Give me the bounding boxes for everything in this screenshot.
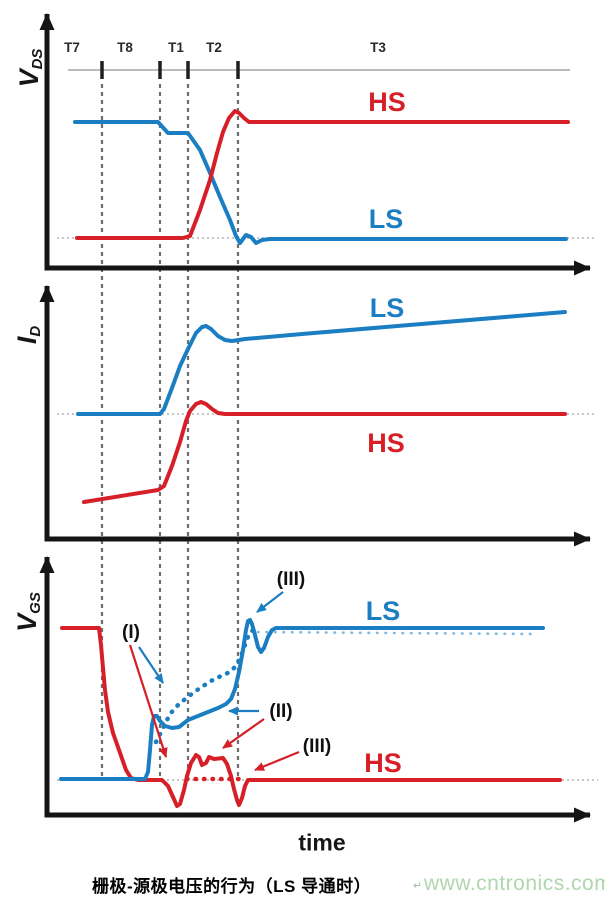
- vgs-ls-label: LS: [366, 596, 401, 626]
- annotation-label: (II): [269, 701, 292, 722]
- annotation-label: (III): [277, 569, 306, 590]
- interval-label: T7: [64, 40, 80, 55]
- id-axis-label-sub: D: [27, 325, 44, 337]
- vds-hs-curve: [75, 109, 570, 240]
- interval-label: T3: [370, 40, 386, 55]
- watermark-text: www.cntronics.com: [424, 872, 605, 895]
- figure-caption: 栅极-源极电压的行为（LS 导通时）: [92, 877, 372, 896]
- id-hs-curve: [82, 400, 567, 504]
- interval-label: T8: [117, 40, 133, 55]
- id-axis-label-main: I: [12, 336, 42, 345]
- vds-hs-label: HS: [368, 87, 406, 117]
- interval-label: T2: [206, 40, 222, 55]
- id-ls-curve: [76, 310, 567, 416]
- return-mark: ↵: [413, 880, 423, 892]
- vds-plot: LS HS: [39, 13, 596, 276]
- annotation-arrow: [128, 644, 168, 758]
- annotation-arrow: [222, 718, 265, 749]
- vgs-axis-label-main: V: [12, 613, 42, 632]
- vgs-plot: HS LS: [39, 556, 598, 823]
- vgs-hs-curve: [60, 626, 562, 808]
- vgs-ls-dotted-curve: [256, 630, 535, 636]
- vds-axis-label: VDS: [14, 49, 46, 88]
- vds-axis-label-sub: DS: [29, 48, 46, 70]
- vgs-hs-label: HS: [364, 748, 402, 778]
- id-plot: HS LS: [39, 285, 596, 547]
- x-axis-label: time: [298, 829, 346, 856]
- annotation-label: (I): [122, 622, 140, 643]
- vgs-ls-curve: [59, 618, 545, 781]
- annotation-arrow: [138, 646, 164, 684]
- id-hs-label: HS: [367, 428, 405, 458]
- annotation-label: (III): [303, 736, 332, 757]
- vgs-axis-label: VGS: [12, 592, 44, 632]
- interval-label: T1: [168, 40, 184, 55]
- vds-ls-curve: [73, 120, 568, 245]
- annotation-arrow: [254, 750, 300, 772]
- vgs-axis-label-sub: GS: [27, 592, 44, 614]
- vds-ls-label: LS: [369, 204, 404, 234]
- id-ls-label: LS: [370, 293, 405, 323]
- id-axis-label: ID: [12, 326, 44, 344]
- annotation-arrow: [256, 591, 284, 613]
- vds-axis-label-main: V: [14, 69, 44, 88]
